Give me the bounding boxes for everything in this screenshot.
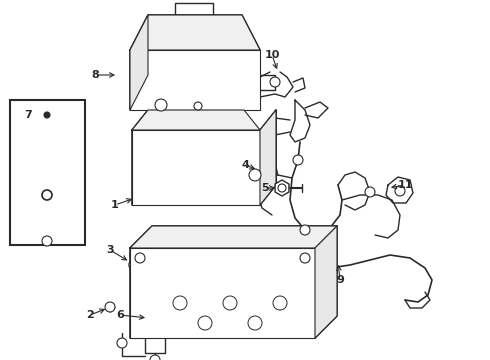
Circle shape — [129, 259, 141, 271]
Circle shape — [223, 296, 237, 310]
Polygon shape — [130, 50, 260, 110]
Text: 1: 1 — [111, 200, 119, 210]
Text: 7: 7 — [24, 110, 32, 120]
Circle shape — [105, 302, 115, 312]
Polygon shape — [275, 180, 289, 196]
Circle shape — [159, 315, 169, 325]
Circle shape — [278, 184, 286, 192]
Polygon shape — [132, 130, 260, 205]
Text: 2: 2 — [86, 310, 94, 320]
Circle shape — [293, 155, 303, 165]
Circle shape — [300, 225, 310, 235]
Circle shape — [155, 99, 167, 111]
Circle shape — [395, 186, 405, 196]
Circle shape — [300, 253, 310, 263]
Text: 11: 11 — [397, 180, 413, 190]
Text: 6: 6 — [116, 310, 124, 320]
Text: 4: 4 — [241, 160, 249, 170]
Circle shape — [42, 190, 52, 200]
Circle shape — [173, 296, 187, 310]
Polygon shape — [260, 110, 276, 205]
Circle shape — [135, 253, 145, 263]
Polygon shape — [315, 226, 337, 338]
Polygon shape — [130, 248, 315, 338]
Circle shape — [150, 355, 160, 360]
Text: 3: 3 — [106, 245, 114, 255]
Circle shape — [249, 169, 261, 181]
Text: 9: 9 — [336, 275, 344, 285]
Polygon shape — [130, 226, 337, 248]
Polygon shape — [130, 15, 260, 50]
Polygon shape — [132, 110, 260, 130]
Circle shape — [194, 102, 202, 110]
Text: 5: 5 — [261, 183, 269, 193]
Text: 8: 8 — [91, 70, 99, 80]
Text: 10: 10 — [264, 50, 280, 60]
Circle shape — [248, 316, 262, 330]
Circle shape — [270, 77, 280, 87]
Circle shape — [365, 187, 375, 197]
Circle shape — [44, 112, 50, 118]
Circle shape — [198, 316, 212, 330]
Bar — [10, 100, 85, 245]
Circle shape — [117, 338, 127, 348]
Polygon shape — [130, 15, 148, 110]
Circle shape — [42, 236, 52, 246]
Circle shape — [273, 296, 287, 310]
